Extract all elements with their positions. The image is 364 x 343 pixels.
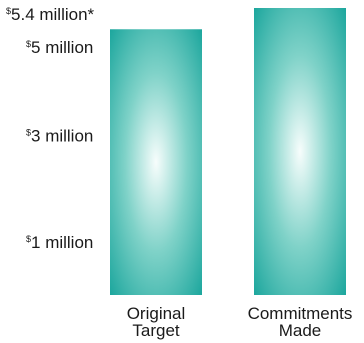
y-tick-label: $5 million <box>26 38 93 57</box>
bar-1 <box>110 29 202 296</box>
y-tick-label: $5.4 million* <box>6 5 95 24</box>
category-label-1: Original <box>127 304 186 323</box>
y-axis-ticks: $5.4 million*$5 million$3 million$1 mill… <box>6 5 95 252</box>
y-tick-text: 3 million <box>31 127 93 146</box>
category-label-1: Target <box>132 321 180 340</box>
y-tick-label: $1 million <box>26 233 93 252</box>
category-label-2: Made <box>279 321 322 340</box>
currency-symbol: $ <box>26 128 31 138</box>
bars <box>110 8 346 296</box>
currency-symbol: $ <box>6 6 11 16</box>
currency-symbol: $ <box>26 39 31 49</box>
y-tick-text: 1 million <box>31 233 93 252</box>
y-tick-label: $3 million <box>26 127 93 146</box>
y-tick-text: 5.4 million* <box>11 5 95 24</box>
bar-2 <box>254 8 346 295</box>
y-tick-text: 5 million <box>31 38 93 57</box>
category-label-2: Commitments <box>248 304 353 323</box>
currency-symbol: $ <box>26 234 31 244</box>
